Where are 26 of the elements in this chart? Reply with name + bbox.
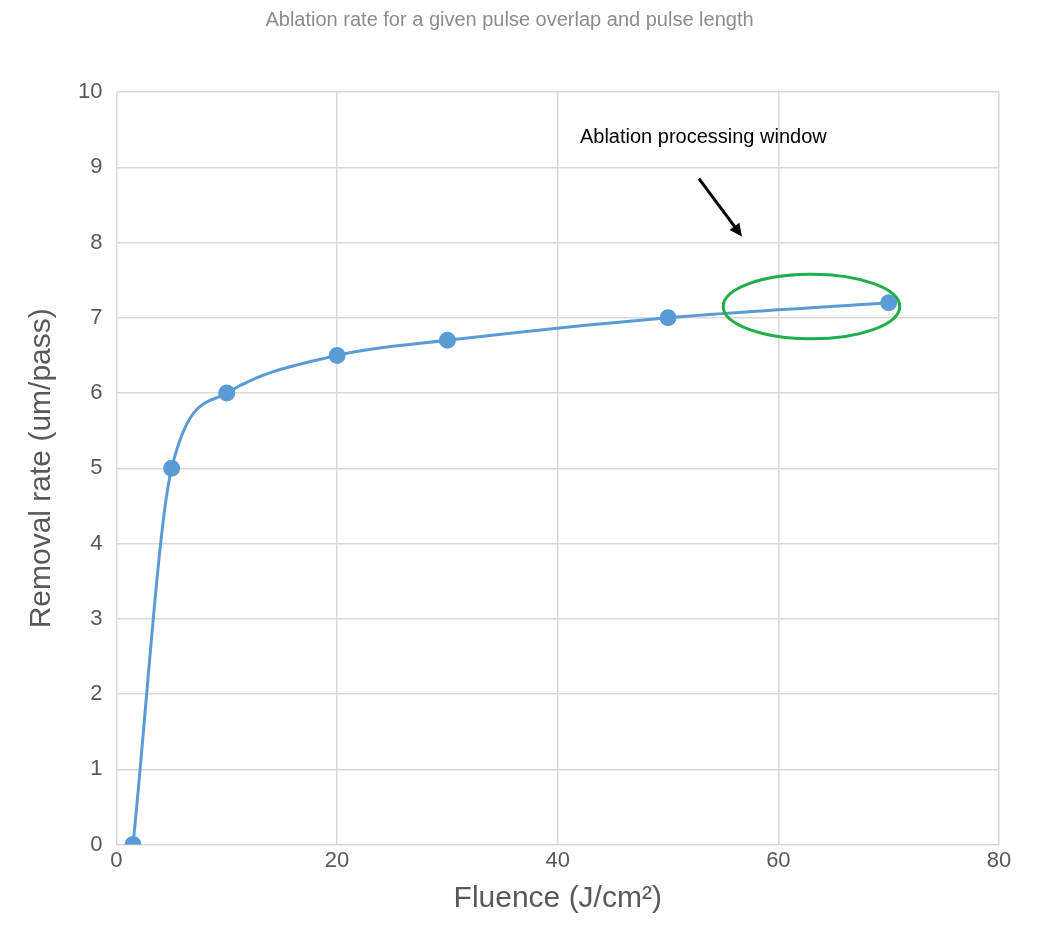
point bbox=[218, 384, 236, 402]
chart-title: Ablation rate for a given pulse overlap and pulse length bbox=[265, 7, 754, 30]
y-tick-label: 4 bbox=[90, 529, 103, 555]
y-tick-label: 0 bbox=[90, 830, 103, 856]
x-tick-label: 40 bbox=[545, 846, 570, 872]
y-tick-label: 9 bbox=[90, 153, 103, 179]
y-tick-label: 2 bbox=[90, 680, 103, 706]
point bbox=[328, 346, 346, 364]
x-tick-label: 80 bbox=[986, 846, 1012, 872]
point bbox=[438, 331, 456, 349]
y-tick-label: 5 bbox=[90, 454, 103, 480]
y-tick-label: 7 bbox=[90, 303, 103, 329]
y-tick-label: 10 bbox=[77, 78, 103, 104]
point bbox=[880, 294, 898, 312]
y-axis-title: Removal rate (um/pass) bbox=[23, 308, 57, 629]
point bbox=[659, 309, 677, 327]
y-tick-label: 6 bbox=[90, 379, 103, 405]
annotation: Ablation processing window bbox=[579, 124, 828, 147]
y-tick-label: 3 bbox=[90, 604, 103, 630]
x-tick-label: 20 bbox=[324, 846, 350, 872]
x-axis-title: Fluence (J/cm²) bbox=[453, 880, 662, 914]
point bbox=[163, 459, 181, 477]
y-tick-label: 8 bbox=[90, 228, 103, 254]
x-tick-label: 0 bbox=[110, 846, 123, 872]
y-tick-label: 1 bbox=[90, 755, 103, 781]
x-tick-label: 60 bbox=[766, 846, 791, 872]
